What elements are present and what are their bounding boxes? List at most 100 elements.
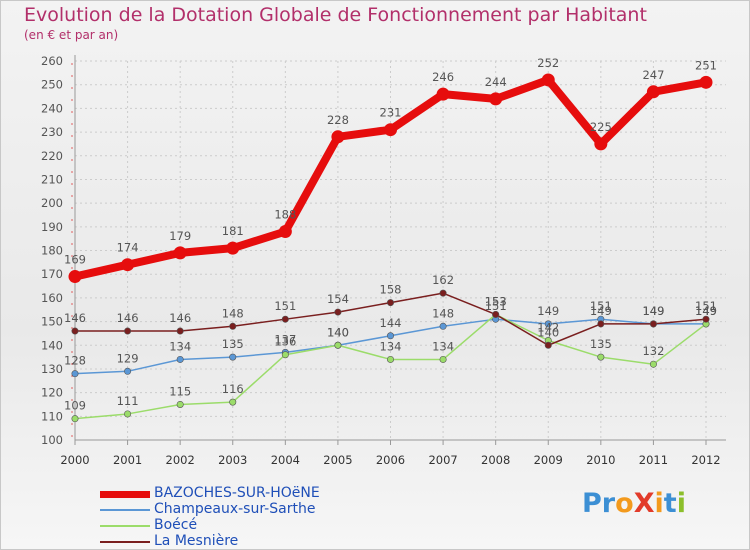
y-tick-label: 230 (41, 125, 63, 139)
data-label: 153 (485, 294, 507, 308)
data-point (226, 241, 240, 255)
data-label: 148 (222, 306, 244, 320)
y-tick-label: 140 (41, 338, 63, 352)
data-label: 179 (169, 229, 191, 243)
data-point (71, 327, 79, 335)
x-tick-label: 2001 (113, 453, 142, 467)
data-point (646, 85, 660, 99)
data-label: 146 (117, 311, 139, 325)
data-label: 149 (642, 304, 664, 318)
legend-label: La Mesnière (154, 533, 239, 549)
data-point (597, 353, 605, 361)
data-label: 146 (169, 311, 191, 325)
data-label: 135 (222, 337, 244, 351)
data-point (489, 92, 503, 106)
data-label: 174 (117, 241, 139, 255)
x-tick-label: 2006 (376, 453, 405, 467)
data-point (699, 75, 713, 89)
data-label: 149 (695, 304, 717, 318)
legend-swatch (100, 509, 150, 511)
logo-letter: i (654, 488, 664, 519)
y-tick-label: 110 (41, 409, 63, 423)
y-tick-label: 190 (41, 220, 63, 234)
data-point (68, 270, 82, 284)
data-point (124, 410, 132, 418)
data-point (649, 360, 657, 368)
y-tick-label: 200 (41, 196, 63, 210)
data-label: 132 (642, 344, 664, 358)
y-tick-label: 220 (41, 149, 63, 163)
data-label: 246 (432, 70, 454, 84)
data-label: 111 (117, 394, 139, 408)
data-point (386, 355, 394, 363)
x-tick-label: 2008 (481, 453, 510, 467)
data-point (384, 123, 397, 137)
data-point (121, 258, 135, 272)
data-point (334, 308, 342, 316)
data-label: 140 (327, 325, 349, 339)
legend-swatch (100, 541, 150, 543)
data-point (649, 320, 657, 328)
x-tick-label: 2011 (639, 453, 668, 467)
legend-label: Champeaux-sur-Sarthe (154, 501, 316, 517)
y-tick-label: 130 (41, 362, 63, 376)
y-tick-label: 180 (41, 244, 63, 258)
chart-title: Evolution de la Dotation Globale de Fonc… (24, 4, 647, 26)
data-point (278, 225, 292, 239)
data-label: 158 (380, 283, 402, 297)
y-tick-label: 260 (41, 54, 63, 68)
data-point (176, 327, 184, 335)
data-point (702, 315, 710, 323)
data-label: 244 (485, 75, 507, 89)
data-point (334, 341, 342, 349)
x-tick-label: 2003 (218, 453, 247, 467)
data-label: 151 (590, 299, 612, 313)
data-label: 149 (695, 304, 717, 318)
data-point (594, 137, 608, 151)
data-point (436, 87, 450, 101)
series-lines (68, 73, 713, 423)
data-label: 136 (274, 335, 296, 349)
x-tick-label: 2002 (166, 453, 195, 467)
data-point (386, 332, 394, 340)
data-point (331, 130, 345, 144)
legend-label: BAZOCHES-SUR-HOëNE (154, 485, 320, 501)
y-tick-label: 170 (41, 267, 63, 281)
data-point (176, 355, 184, 363)
data-point (544, 341, 552, 349)
y-tick-label: 160 (41, 291, 63, 305)
logo-letter: o (615, 488, 634, 519)
data-label: 134 (169, 339, 191, 353)
x-tick-label: 2009 (534, 453, 563, 467)
data-point (176, 400, 184, 408)
data-point (124, 327, 132, 335)
data-point (439, 355, 447, 363)
data-point (71, 415, 79, 423)
data-label: 137 (274, 332, 296, 346)
data-point (439, 322, 447, 330)
x-tick-label: 2004 (271, 453, 300, 467)
data-label: 228 (327, 113, 349, 127)
data-point (541, 73, 555, 87)
data-label: 169 (64, 253, 86, 267)
chart-subtitle: (en € et par an) (24, 28, 119, 42)
y-tick-label: 240 (41, 101, 63, 115)
data-label: 116 (222, 382, 244, 396)
y-tick-label: 100 (41, 433, 63, 447)
data-label: 128 (64, 354, 86, 368)
data-label: 149 (590, 304, 612, 318)
data-point (281, 351, 289, 359)
data-label: 140 (537, 325, 559, 339)
x-tick-label: 2010 (586, 453, 615, 467)
data-point (173, 246, 187, 260)
data-label: 231 (380, 106, 402, 120)
data-label: 247 (642, 68, 664, 82)
data-label: 146 (64, 311, 86, 325)
data-point (439, 289, 447, 297)
data-label: 148 (432, 306, 454, 320)
data-point (281, 315, 289, 323)
data-label: 144 (380, 316, 402, 330)
